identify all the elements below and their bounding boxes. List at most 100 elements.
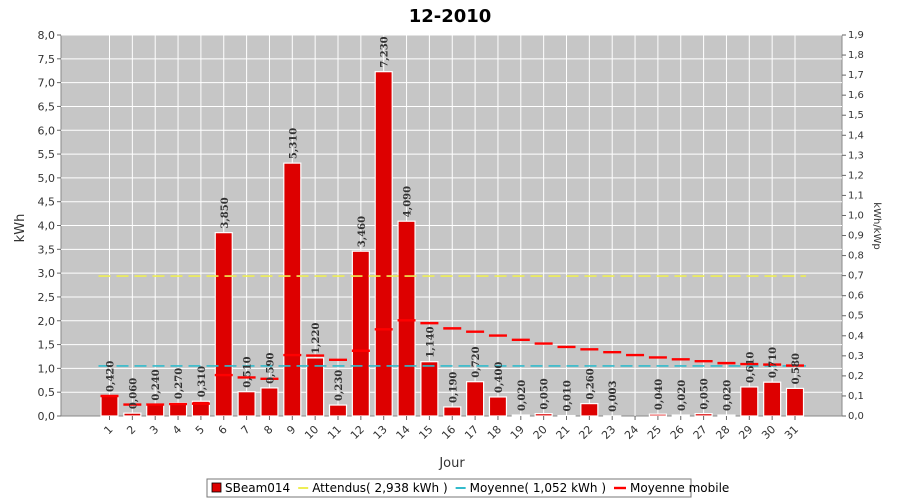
bar-value-label: 0,710 <box>768 347 779 378</box>
bar <box>512 415 529 416</box>
bar-value-label: 1,140 <box>425 326 436 357</box>
bar-value-label: 0,060 <box>128 378 139 409</box>
x-tick-label: 9 <box>284 423 298 437</box>
x-tick-label: 24 <box>622 423 641 442</box>
bar <box>398 221 415 416</box>
y-tick-label: 2,5 <box>38 291 56 304</box>
bar <box>330 405 347 416</box>
bar-value-label: 0,010 <box>563 380 574 411</box>
y2-tick-label: 1,3 <box>848 150 864 161</box>
x-tick-label: 11 <box>325 423 344 442</box>
legend-swatch-sbeam <box>212 483 221 492</box>
y2-tick-label: 1,9 <box>848 30 864 41</box>
bar <box>375 72 392 416</box>
bar <box>238 392 255 416</box>
bar-value-label: 0,230 <box>334 370 345 401</box>
x-tick-label: 29 <box>736 423 755 442</box>
bar-value-label: 5,310 <box>288 128 299 159</box>
x-tick-label: 18 <box>485 423 504 442</box>
bar <box>672 415 689 416</box>
bar-value-label: 0,310 <box>197 366 208 397</box>
y2-tick-label: 1,0 <box>848 210 864 221</box>
x-tick-label: 19 <box>508 423 527 442</box>
y-tick-label: 2,0 <box>38 315 56 328</box>
bar <box>284 163 301 416</box>
bar <box>421 362 438 416</box>
bar <box>649 414 666 416</box>
y-tick-label: 6,0 <box>38 124 56 137</box>
x-tick-label: 17 <box>462 423 481 442</box>
y2-tick-label: 0,9 <box>848 231 864 242</box>
y2-tick-label: 0,2 <box>848 371 864 382</box>
legend-label-sbeam: SBeam014 <box>225 481 290 495</box>
y2-tick-label: 1,8 <box>848 50 864 61</box>
x-tick-label: 20 <box>531 423 550 442</box>
bar <box>741 387 758 416</box>
y2-tick-label: 1,6 <box>848 90 864 101</box>
y2-tick-label: 1,1 <box>848 190 864 201</box>
legend-label-moyenne-mobile: Moyenne mobile <box>630 481 729 495</box>
y-tick-label: 4,0 <box>38 220 56 233</box>
y-tick-label: 7,5 <box>38 53 56 66</box>
bar <box>787 388 804 416</box>
legend-label-moyenne: Moyenne( 1,052 kWh ) <box>470 481 606 495</box>
bar-value-label: 0,610 <box>745 352 756 383</box>
y-tick-label: 3,5 <box>38 243 56 256</box>
bar-value-label: 3,460 <box>357 216 368 247</box>
bar <box>489 397 506 416</box>
bar-value-label: 0,020 <box>722 380 733 411</box>
bar-value-label: 0,003 <box>608 381 619 412</box>
y-tick-label: 0,5 <box>38 386 56 399</box>
x-tick-label: 31 <box>782 423 801 442</box>
bar-value-label: 0,050 <box>700 378 711 409</box>
y2-tick-label: 0,6 <box>848 291 864 302</box>
x-tick-label: 14 <box>394 423 413 442</box>
bar-value-label: 0,720 <box>471 346 482 377</box>
x-tick-label: 21 <box>554 423 573 442</box>
x-tick-label: 6 <box>216 423 230 437</box>
x-tick-label: 28 <box>713 423 732 442</box>
y2-tick-label: 0,8 <box>848 251 864 262</box>
bar-value-label: 0,050 <box>540 378 551 409</box>
y2-tick-label: 1,5 <box>848 110 864 121</box>
y2-tick-label: 0,7 <box>848 271 864 282</box>
y2-tick-label: 1,2 <box>848 170 864 181</box>
bar <box>101 396 118 416</box>
y2-axis-title: kWh/kWp <box>871 202 882 249</box>
bar-value-label: 0,190 <box>448 372 459 403</box>
y-axis-title: kWh <box>13 214 28 243</box>
x-tick-label: 26 <box>668 423 687 442</box>
y-tick-label: 5,0 <box>38 172 56 185</box>
bar <box>261 388 278 416</box>
x-tick-label: 5 <box>193 423 207 437</box>
chart-title: 12-2010 <box>409 6 492 27</box>
y2-tick-label: 0,5 <box>848 311 864 322</box>
y2-tick-label: 1,4 <box>848 130 864 141</box>
bar-value-label: 0,580 <box>791 353 802 384</box>
x-tick-label: 4 <box>170 423 184 437</box>
y-tick-label: 1,0 <box>38 362 56 375</box>
bar <box>695 414 712 416</box>
x-tick-label: 7 <box>239 423 253 437</box>
y-tick-label: 8,0 <box>38 29 56 42</box>
x-tick-label: 10 <box>302 423 321 442</box>
bar-value-label: 0,420 <box>106 361 117 392</box>
bar-value-label: 0,270 <box>174 368 185 399</box>
x-tick-label: 16 <box>439 423 458 442</box>
x-tick-label: 12 <box>348 423 367 442</box>
y2-tick-label: 0,4 <box>848 331 864 342</box>
y-tick-label: 3,0 <box>38 267 56 280</box>
y2-tick-label: 0,3 <box>848 351 864 362</box>
bar <box>764 382 781 416</box>
bar-value-label: 3,850 <box>220 197 231 228</box>
y-tick-label: 1,5 <box>38 339 56 352</box>
y-tick-label: 4,5 <box>38 196 56 209</box>
bar <box>444 407 461 416</box>
bar-value-label: 0,400 <box>494 362 505 393</box>
x-tick-label: 15 <box>416 423 435 442</box>
x-tick-label: 23 <box>599 423 618 442</box>
bar <box>124 413 141 416</box>
y-tick-label: 0,0 <box>38 410 56 423</box>
